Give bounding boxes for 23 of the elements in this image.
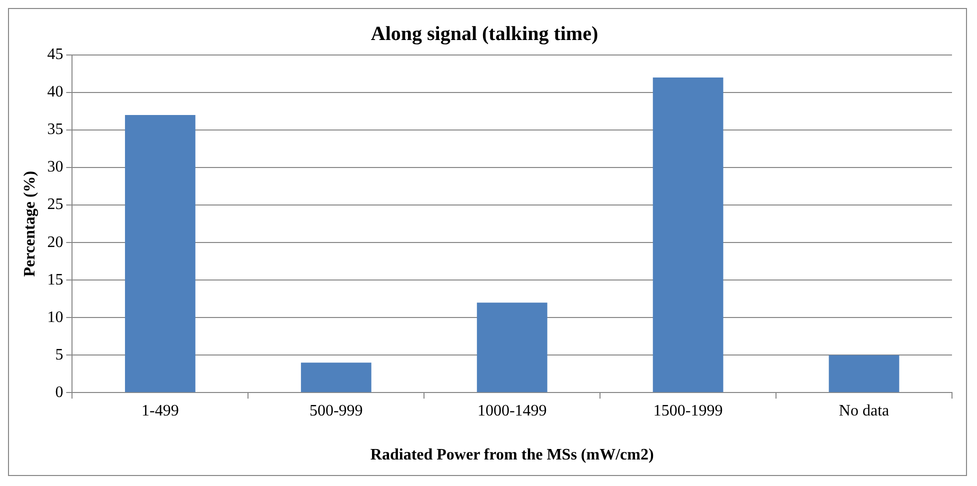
x-tick-label: No data <box>838 402 890 420</box>
x-axis-title: Radiated Power from the MSs (mW/cm2) <box>370 446 654 464</box>
y-tick-label: 45 <box>47 46 64 64</box>
bar <box>300 362 372 392</box>
chart-title: Along signal (talking time) <box>370 23 598 46</box>
bar <box>652 78 724 392</box>
y-tick-label: 0 <box>55 384 64 401</box>
y-tick-label: 15 <box>47 271 64 288</box>
y-tick-label: 30 <box>47 158 64 176</box>
y-tick-label: 35 <box>47 121 64 138</box>
bar <box>476 302 548 392</box>
y-axis-title: Percentage (%) <box>22 170 39 277</box>
y-tick-label: 10 <box>47 308 64 326</box>
y-tick-label: 25 <box>47 196 64 214</box>
x-tick-label: 1000-1499 <box>477 402 547 420</box>
x-tick-label: 1500-1999 <box>653 402 723 420</box>
x-tick-label: 500-999 <box>309 402 363 420</box>
bar <box>828 355 900 392</box>
y-tick-label: 40 <box>47 84 64 101</box>
y-tick-label: 20 <box>47 234 64 251</box>
x-tick-label: 1-499 <box>142 402 179 420</box>
bar <box>124 115 196 392</box>
y-tick-label: 5 <box>55 346 64 364</box>
